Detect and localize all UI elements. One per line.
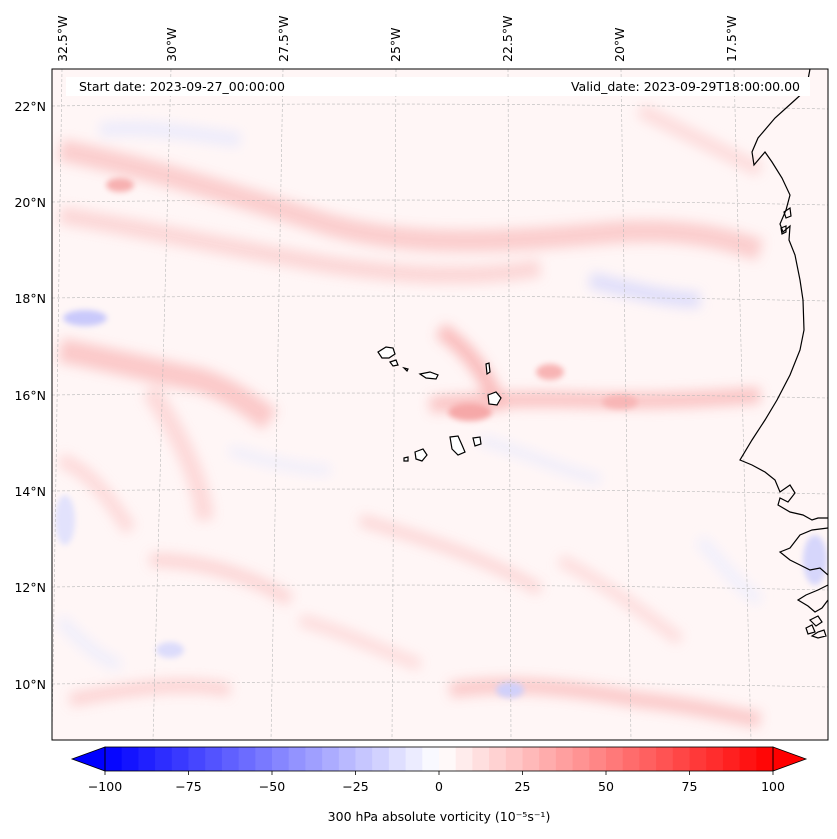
lon-label-30w: 30°W	[164, 27, 179, 62]
island-santa-luzia	[402, 366, 409, 373]
colorbar-cells	[105, 747, 774, 771]
colorbar-cell	[689, 747, 707, 771]
colorbar-cell	[121, 747, 139, 771]
lon-label-17-5w: 17.5°W	[724, 16, 739, 62]
colorbar-cell	[606, 747, 624, 771]
colorbar-cell	[722, 747, 741, 771]
island-brava	[403, 456, 409, 462]
colorbar-cell	[171, 747, 189, 771]
colorbar-tick-label: −25	[342, 779, 368, 794]
island-sal	[485, 362, 491, 376]
colorbar-cell	[405, 747, 423, 771]
colorbar-tick-label: 0	[435, 779, 443, 794]
start-date-label: Start date: 2023-09-27_00:00:00	[79, 79, 285, 94]
colorbar-cell	[322, 747, 340, 771]
vorticity-cores	[55, 178, 827, 698]
colorbar-cell	[756, 747, 774, 771]
lat-label-10n: 10°N	[14, 677, 46, 692]
colorbar-cell	[555, 747, 574, 771]
colorbar-cell	[205, 747, 223, 771]
colorbar-cell	[255, 747, 273, 771]
colorbar-cell	[272, 747, 290, 771]
colorbar-cell	[305, 747, 323, 771]
colorbar-cell	[422, 747, 440, 771]
colorbar-tick-label: −100	[88, 779, 122, 794]
colorbar-cell	[706, 747, 724, 771]
colorbar-cell	[589, 747, 607, 771]
lon-label-27-5w: 27.5°W	[276, 16, 291, 62]
island-fogo	[414, 448, 428, 462]
lat-label-18n: 18°N	[14, 291, 46, 306]
colorbar-cell	[455, 747, 473, 771]
colorbar-cell	[739, 747, 757, 771]
colorbar-cell	[238, 747, 256, 771]
colorbar-cell	[472, 747, 490, 771]
colorbar-tick-label: −75	[175, 779, 201, 794]
colorbar-cell	[388, 747, 407, 771]
colorbar-cell	[138, 747, 156, 771]
colorbar-tick-label: 100	[761, 779, 785, 794]
colorbar-tick-label: 50	[598, 779, 614, 794]
island-maio	[472, 436, 482, 447]
colorbar-high-extend	[772, 746, 808, 772]
colorbar-cell	[572, 747, 590, 771]
cape-verde-islands	[377, 346, 502, 462]
lat-label-20n: 20°N	[14, 195, 46, 210]
colorbar-cell	[221, 747, 240, 771]
lon-label-22-5w: 22.5°W	[500, 16, 515, 62]
island-boa-vista	[487, 391, 502, 406]
colorbar-low-extend	[70, 746, 106, 772]
lon-label-20w: 20°W	[612, 27, 627, 62]
colorbar-cell	[522, 747, 540, 771]
lat-label-14n: 14°N	[14, 484, 46, 499]
colorbar-cell	[505, 747, 523, 771]
lat-label-22n: 22°N	[14, 99, 46, 114]
colorbar-cell	[639, 747, 657, 771]
colorbar-tick-label: 75	[682, 779, 698, 794]
longitude-labels: 32.5°W 30°W 27.5°W 25°W 22.5°W 20°W 17.5…	[55, 16, 739, 62]
graticule	[52, 69, 828, 740]
valid-date-label: Valid_date: 2023-09-29T18:00:00.00	[571, 79, 800, 94]
map-panel: Start date: 2023-09-27_00:00:00 Valid_da…	[52, 69, 828, 740]
colorbar-cell	[656, 747, 674, 771]
colorbar-cell	[439, 747, 457, 771]
colorbar-cell	[372, 747, 390, 771]
african-coastline	[739, 69, 828, 639]
colorbar-tick-label: 25	[515, 779, 531, 794]
island-sao-vicente	[389, 359, 399, 367]
colorbar-cell	[355, 747, 373, 771]
colorbar-cell	[338, 747, 356, 771]
colorbar-ticks: −100 −75 −50 −25 0 25 50 75 100	[88, 771, 785, 794]
lat-label-12n: 12°N	[14, 580, 46, 595]
colorbar-cell	[105, 747, 123, 771]
island-sao-nicolau	[418, 371, 439, 380]
lat-label-16n: 16°N	[14, 388, 46, 403]
latitude-labels: 22°N 20°N 18°N 16°N 14°N 12°N 10°N	[14, 99, 46, 692]
island-santiago	[449, 435, 466, 456]
colorbar-cell	[188, 747, 206, 771]
map-frame	[51, 68, 829, 741]
colorbar-label: 300 hPa absolute vorticity (10⁻⁵s⁻¹)	[328, 809, 551, 824]
info-banner	[66, 77, 810, 96]
colorbar-cell	[672, 747, 690, 771]
colorbar-cell	[539, 747, 557, 771]
colorbar-cell	[155, 747, 173, 771]
lon-label-25w: 25°W	[388, 27, 403, 62]
colorbar: −100 −75 −50 −25 0 25 50 75 100 300 hPa absolute…	[70, 746, 808, 824]
colorbar-tick-label: −50	[259, 779, 285, 794]
colorbar-cell	[489, 747, 507, 771]
colorbar-cell	[622, 747, 640, 771]
island-santo-antao	[377, 346, 396, 359]
vorticity-field	[55, 103, 764, 728]
lon-label-32-5w: 32.5°W	[55, 16, 70, 62]
colorbar-cell	[288, 747, 306, 771]
